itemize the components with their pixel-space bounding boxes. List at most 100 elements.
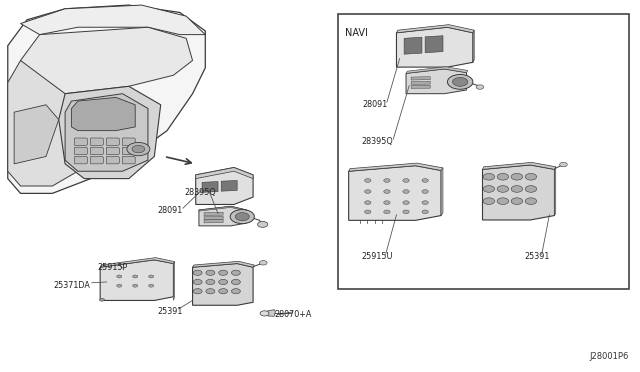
Circle shape bbox=[193, 279, 202, 285]
Circle shape bbox=[148, 275, 154, 278]
Circle shape bbox=[483, 173, 495, 180]
Text: 28395Q: 28395Q bbox=[362, 137, 393, 146]
Text: 28091: 28091 bbox=[363, 100, 388, 109]
Circle shape bbox=[422, 190, 428, 193]
Text: 25915P: 25915P bbox=[97, 263, 127, 272]
Polygon shape bbox=[349, 166, 441, 220]
Polygon shape bbox=[75, 147, 88, 155]
Polygon shape bbox=[8, 61, 91, 186]
Text: 25371DA: 25371DA bbox=[54, 281, 90, 290]
Text: NAVI: NAVI bbox=[346, 28, 369, 38]
Circle shape bbox=[219, 279, 228, 285]
Circle shape bbox=[116, 275, 122, 278]
Circle shape bbox=[219, 289, 228, 294]
Circle shape bbox=[497, 186, 509, 192]
Polygon shape bbox=[396, 27, 473, 67]
Circle shape bbox=[525, 186, 537, 192]
Polygon shape bbox=[91, 147, 103, 155]
Circle shape bbox=[422, 201, 428, 205]
Circle shape bbox=[193, 270, 202, 275]
Circle shape bbox=[232, 289, 241, 294]
Circle shape bbox=[127, 142, 150, 156]
Circle shape bbox=[403, 190, 409, 193]
Polygon shape bbox=[173, 262, 175, 301]
Text: 28091: 28091 bbox=[157, 206, 183, 215]
Circle shape bbox=[232, 279, 241, 285]
Polygon shape bbox=[473, 30, 474, 62]
Circle shape bbox=[525, 198, 537, 205]
Text: 28070+A: 28070+A bbox=[274, 310, 312, 319]
Text: 28395Q: 28395Q bbox=[184, 188, 216, 197]
Circle shape bbox=[260, 311, 269, 316]
Polygon shape bbox=[204, 212, 223, 215]
Circle shape bbox=[403, 179, 409, 182]
Circle shape bbox=[100, 298, 104, 301]
Polygon shape bbox=[20, 5, 205, 35]
Polygon shape bbox=[91, 157, 103, 164]
Circle shape bbox=[497, 173, 509, 180]
Text: 25915U: 25915U bbox=[362, 253, 393, 262]
Polygon shape bbox=[554, 167, 556, 215]
Circle shape bbox=[403, 210, 409, 214]
Circle shape bbox=[206, 289, 215, 294]
Circle shape bbox=[232, 270, 241, 275]
Circle shape bbox=[257, 221, 268, 227]
Polygon shape bbox=[122, 147, 135, 155]
Polygon shape bbox=[204, 216, 223, 219]
Polygon shape bbox=[106, 157, 119, 164]
Polygon shape bbox=[268, 310, 275, 316]
Polygon shape bbox=[106, 147, 119, 155]
Circle shape bbox=[259, 260, 267, 265]
Circle shape bbox=[365, 190, 371, 193]
Circle shape bbox=[132, 284, 138, 287]
Circle shape bbox=[483, 198, 495, 205]
Polygon shape bbox=[20, 27, 193, 94]
Circle shape bbox=[511, 198, 523, 205]
Polygon shape bbox=[221, 180, 237, 191]
Polygon shape bbox=[193, 263, 253, 305]
Circle shape bbox=[365, 201, 371, 205]
Polygon shape bbox=[14, 105, 59, 164]
Polygon shape bbox=[196, 167, 253, 205]
Polygon shape bbox=[411, 77, 430, 80]
Polygon shape bbox=[483, 162, 556, 169]
Circle shape bbox=[511, 173, 523, 180]
Polygon shape bbox=[122, 138, 135, 145]
Circle shape bbox=[447, 74, 473, 89]
Polygon shape bbox=[404, 37, 422, 54]
Circle shape bbox=[476, 85, 484, 89]
Circle shape bbox=[132, 145, 145, 153]
Circle shape bbox=[483, 186, 495, 192]
Text: J28001P6: J28001P6 bbox=[589, 352, 629, 361]
Polygon shape bbox=[122, 157, 135, 164]
Circle shape bbox=[116, 284, 122, 287]
Circle shape bbox=[230, 210, 254, 224]
Circle shape bbox=[148, 284, 154, 287]
Circle shape bbox=[384, 190, 390, 193]
Circle shape bbox=[384, 179, 390, 182]
Polygon shape bbox=[8, 5, 205, 193]
Circle shape bbox=[422, 179, 428, 182]
Polygon shape bbox=[72, 97, 135, 131]
Text: 25391: 25391 bbox=[524, 253, 549, 262]
Circle shape bbox=[206, 270, 215, 275]
Bar bbox=[338, 14, 629, 289]
Circle shape bbox=[193, 289, 202, 294]
Polygon shape bbox=[425, 36, 443, 53]
Polygon shape bbox=[411, 81, 430, 84]
Circle shape bbox=[384, 201, 390, 205]
Circle shape bbox=[206, 279, 215, 285]
Polygon shape bbox=[406, 67, 468, 73]
Polygon shape bbox=[204, 219, 223, 223]
Polygon shape bbox=[59, 86, 161, 179]
Polygon shape bbox=[411, 85, 430, 89]
Polygon shape bbox=[202, 182, 218, 192]
Polygon shape bbox=[193, 261, 254, 267]
Circle shape bbox=[236, 212, 249, 221]
Circle shape bbox=[132, 275, 138, 278]
Circle shape bbox=[422, 210, 428, 214]
Polygon shape bbox=[91, 138, 103, 145]
Polygon shape bbox=[199, 206, 246, 226]
Polygon shape bbox=[75, 138, 88, 145]
Circle shape bbox=[452, 77, 468, 86]
